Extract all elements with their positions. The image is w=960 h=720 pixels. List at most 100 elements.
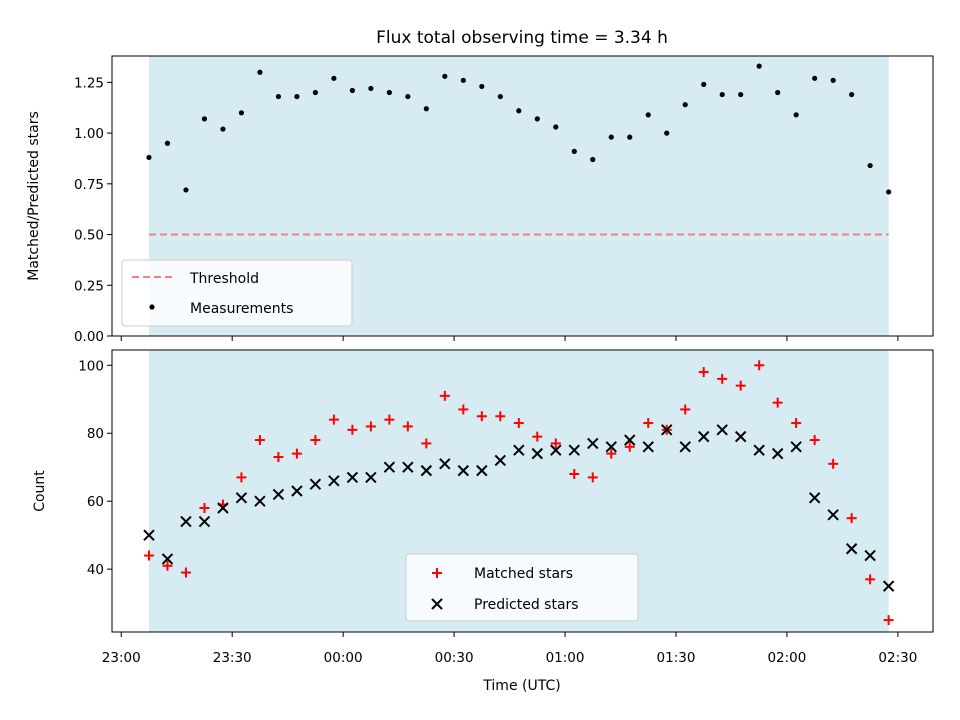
count-ytick-label: 60	[87, 494, 104, 510]
matched-star-point	[310, 435, 321, 446]
predicted-star-point	[309, 478, 322, 490]
matched-star-point	[735, 380, 746, 391]
measurement-point	[294, 93, 300, 100]
measurement-point	[423, 106, 429, 112]
measurement-point	[405, 93, 411, 100]
measurement-point	[516, 108, 522, 114]
predicted-star-point	[328, 475, 340, 487]
matched-star-point	[587, 472, 598, 483]
predicted-star-point	[272, 488, 285, 501]
matched-star-point	[384, 414, 395, 425]
predicted-star-point	[180, 515, 192, 528]
matched-star-point	[828, 458, 839, 469]
matched-star-point	[513, 418, 524, 429]
matched-star-point	[865, 574, 876, 585]
figure-title: Flux total observing time = 3.34 h	[376, 28, 668, 48]
measurement-point	[220, 126, 226, 132]
legend-measurements-label: Measurements	[190, 301, 293, 317]
predicted-star-point	[476, 464, 488, 477]
predicted-star-point	[605, 441, 617, 453]
count-panel: 40 60 80 100 23:00 23:30 00:00 00:30 01:00 01:30…	[32, 349, 934, 694]
legend-predicted-marker	[431, 598, 443, 610]
matched-star-point	[680, 404, 691, 415]
predicted-star-point	[716, 424, 728, 436]
matched-star-point	[883, 615, 894, 626]
predicted-star-point	[587, 437, 599, 450]
matched-star-point	[180, 567, 191, 578]
predicted-star-point	[827, 509, 839, 521]
ratio-panel: 0.00 0.25 0.50 0.75 1.00 1.25 Matched/Predict…	[26, 55, 934, 345]
matched-star-point	[569, 469, 580, 480]
predicted-star-point	[439, 458, 451, 470]
measurement-point	[627, 134, 633, 140]
measurement-point	[608, 134, 614, 140]
predicted-star-point	[642, 441, 654, 453]
count-legend-box	[405, 553, 639, 622]
predicted-star-point	[198, 515, 211, 528]
ratio-axes-frame	[111, 55, 934, 337]
ratio-y-axis-label: Matched/Predicted stars	[26, 111, 42, 281]
matched-star-point	[698, 367, 709, 378]
count-axes-frame	[111, 349, 934, 633]
matched-star-point	[162, 560, 173, 571]
ratio-ytick-label: 0.25	[74, 278, 104, 294]
measurement-point	[497, 93, 503, 100]
ratio-ytick-label: 0.00	[74, 329, 104, 345]
measurement-point	[275, 93, 282, 100]
ratio-ytick-label: 1.00	[74, 126, 104, 142]
matched-star-point	[624, 441, 635, 452]
predicted-star-point	[494, 454, 507, 467]
matched-star-point	[458, 404, 469, 415]
measurement-point	[331, 75, 337, 81]
measurement-point	[146, 154, 152, 161]
predicted-star-point	[217, 502, 229, 514]
measurement-point	[201, 116, 208, 122]
matched-star-point	[199, 502, 210, 513]
measurement-point	[812, 75, 818, 81]
predicted-star-point	[864, 549, 876, 562]
predicted-star-point	[457, 464, 470, 477]
legend-measurement-marker	[149, 304, 155, 310]
matched-star-point	[772, 397, 783, 408]
measurement-point	[571, 148, 577, 154]
measurement-point	[701, 81, 707, 88]
predicted-star-point	[679, 441, 691, 453]
ratio-legend-box	[121, 259, 353, 327]
predicted-star-point	[845, 543, 858, 555]
predicted-star-point	[161, 553, 174, 565]
measurement-point	[164, 140, 171, 146]
measurement-point	[312, 89, 319, 96]
xtick-label: 02:00	[767, 650, 806, 666]
ratio-ytick-label: 1.25	[74, 75, 104, 91]
predicted-star-point	[790, 441, 802, 453]
matched-star-point	[143, 550, 154, 561]
xtick-label: 01:00	[546, 650, 585, 666]
predicted-star-point	[143, 529, 155, 541]
matched-star-point	[236, 472, 247, 483]
predicted-star-point	[568, 444, 580, 456]
matched-star-point	[791, 418, 802, 429]
matched-star-point	[846, 513, 857, 524]
count-ytick-label: 80	[87, 426, 104, 442]
legend-predicted-label: Predicted stars	[474, 597, 579, 613]
predicted-star-point	[402, 461, 414, 473]
measurement-point	[479, 83, 485, 90]
predicted-star-point	[513, 444, 525, 456]
predicted-star-point	[661, 424, 673, 436]
ratio-legend: Threshold Measurements	[121, 259, 353, 327]
measurement-point	[886, 189, 892, 195]
measurement-point	[590, 156, 596, 163]
measurement-point	[867, 162, 873, 169]
predicted-star-point	[420, 464, 433, 477]
ratio-ytick-label: 0.50	[74, 228, 104, 244]
measurement-point	[460, 77, 466, 83]
measurement-point	[257, 69, 263, 75]
predicted-star-point	[291, 485, 303, 497]
predicted-star-point	[254, 495, 266, 507]
measurement-point	[349, 87, 355, 94]
predicted-star-point	[882, 580, 895, 592]
measurement-point	[664, 130, 670, 136]
predicted-star-point	[698, 430, 710, 443]
predicted-star-point	[734, 430, 747, 443]
